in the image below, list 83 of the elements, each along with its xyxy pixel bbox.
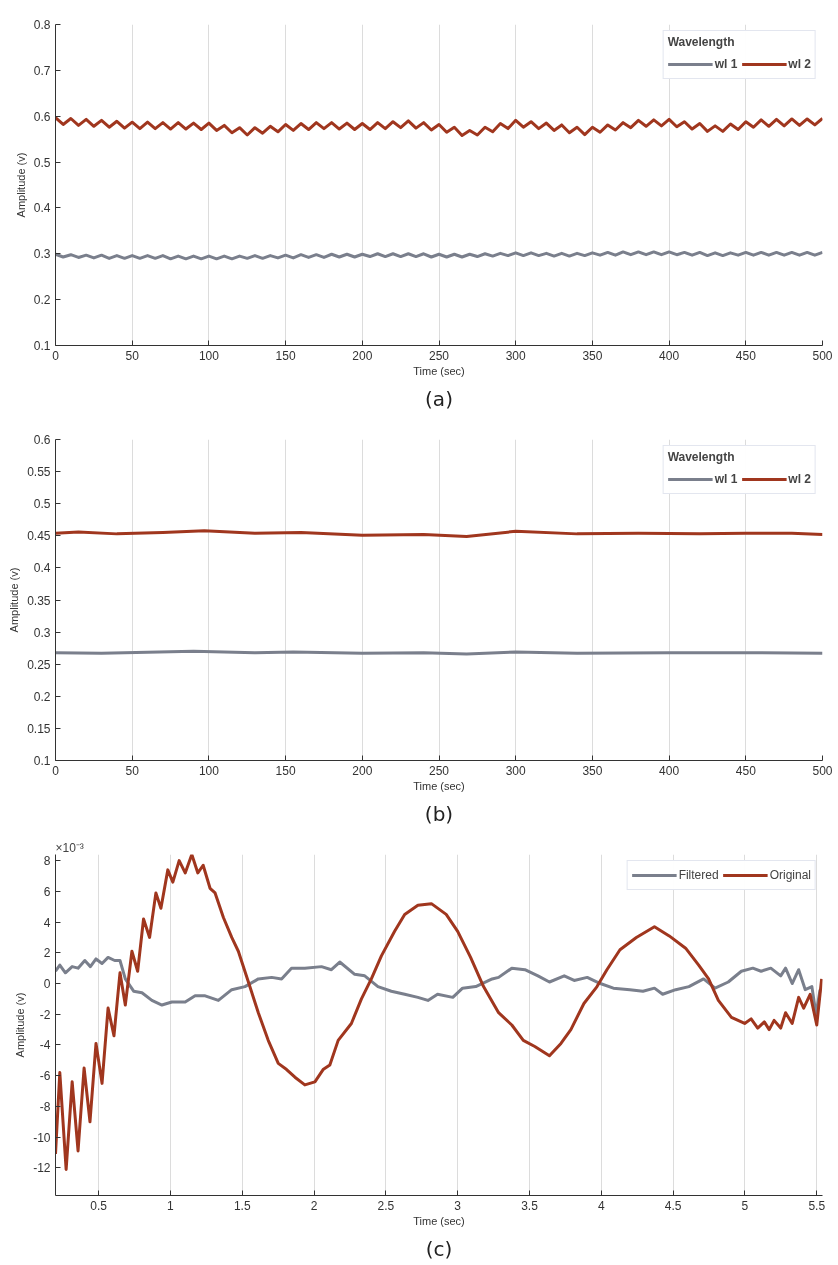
text: (a) [425, 386, 453, 411]
x-tick-label: 4 [597, 1198, 605, 1213]
x-tick-label: 2.5 [377, 1198, 395, 1213]
x-tick-label: 50 [125, 763, 140, 778]
x-tick-label: 500 [812, 348, 833, 363]
legend-label: wl 2 [788, 57, 811, 71]
line-series [55, 955, 822, 1016]
y-tick-label: 0.2 [33, 689, 51, 704]
legend-title: Wavelength [667, 450, 736, 464]
y-tick-label: 0.6 [33, 109, 51, 124]
x-tick-label: 300 [505, 348, 527, 363]
x-tick-label: 350 [582, 763, 603, 778]
x-tick-label: 1.5 [233, 1198, 251, 1213]
y-tick-label: -2 [39, 1007, 51, 1022]
y-tick-label: 0.8 [33, 18, 51, 32]
x-tick-label: 200 [352, 763, 373, 778]
y-tick-label: -12 [33, 1161, 51, 1176]
line-series [55, 250, 823, 261]
line-series [55, 854, 823, 1171]
x-tick-label: 300 [505, 763, 527, 778]
x-tick-label: 3 [454, 1198, 462, 1213]
x-tick-label: 400 [659, 348, 680, 363]
x-tick-label: 250 [428, 348, 450, 363]
y-tick-label: 8 [43, 854, 51, 869]
y-axis-title: Amplitude (v) [8, 567, 21, 633]
x-tick-label: 5.5 [808, 1198, 826, 1213]
y-tick-label: 0.7 [33, 63, 51, 78]
x-tick-label: 150 [275, 348, 296, 363]
y-tick-label: 0.4 [33, 201, 51, 216]
legend-label: wl 1 [714, 472, 738, 486]
x-axis-title: Time (sec) [413, 364, 465, 377]
y-tick-label: 0.35 [27, 593, 51, 608]
y-axis-title: Amplitude (v) [14, 152, 27, 218]
x-tick-label: 3.5 [521, 1198, 539, 1213]
x-tick-label: 150 [275, 763, 296, 778]
x-tick-label: 250 [428, 763, 450, 778]
x-tick-label: 100 [198, 348, 220, 363]
legend-label: Original [769, 868, 811, 882]
y-tick-label: 0.5 [33, 155, 51, 170]
x-tick-label: 100 [198, 763, 220, 778]
y-tick-label: 0.55 [27, 465, 51, 480]
legend-title: Wavelength [667, 35, 736, 49]
x-axis-title: Time (sec) [413, 1214, 465, 1227]
x-tick-label: 450 [735, 348, 757, 363]
x-tick-label: 5 [741, 1198, 749, 1213]
x-tick-label: 0.5 [90, 1198, 108, 1213]
x-tick-label: 50 [125, 348, 140, 363]
x-tick-label: 500 [812, 763, 833, 778]
y-tick-label: 0.1 [33, 754, 51, 768]
y-tick-label: 0.15 [27, 721, 51, 736]
x-tick-label: 350 [582, 348, 603, 363]
text: ×10⁻³ [55, 840, 84, 855]
y-tick-label: 0.3 [33, 247, 51, 262]
y-tick-label: 0.6 [33, 433, 51, 447]
legend-label: Filtered [678, 868, 719, 882]
y-tick-label: -10 [33, 1130, 51, 1145]
y-tick-label: -8 [39, 1099, 51, 1114]
x-tick-label: 200 [352, 348, 373, 363]
x-tick-label: 2 [310, 1198, 318, 1213]
x-tick-label: 450 [735, 763, 757, 778]
y-tick-label: 0.5 [33, 497, 51, 512]
y-tick-label: 0.1 [33, 339, 51, 353]
x-tick-label: 1 [167, 1198, 175, 1213]
y-tick-label: 0.4 [33, 561, 51, 576]
y-tick-label: -6 [39, 1069, 51, 1084]
legend-label: wl 1 [714, 57, 738, 71]
y-tick-label: 6 [43, 884, 51, 899]
text: (c) [425, 1236, 453, 1261]
y-tick-label: 0.45 [27, 529, 51, 544]
text: (b) [424, 801, 454, 826]
x-tick-label: 4.5 [664, 1198, 682, 1213]
y-tick-label: -4 [39, 1038, 51, 1053]
y-tick-label: 2 [43, 946, 51, 961]
y-tick-label: 0.3 [33, 625, 51, 640]
y-tick-label: 0.25 [27, 657, 51, 672]
y-tick-label: 0 [43, 977, 51, 992]
y-axis-title: Amplitude (v) [14, 992, 27, 1058]
y-tick-label: 0.2 [33, 293, 51, 308]
line-series [55, 116, 823, 137]
x-axis-title: Time (sec) [413, 779, 465, 792]
x-tick-label: 400 [659, 763, 680, 778]
y-tick-label: 4 [43, 915, 51, 930]
legend-label: wl 2 [788, 472, 811, 486]
